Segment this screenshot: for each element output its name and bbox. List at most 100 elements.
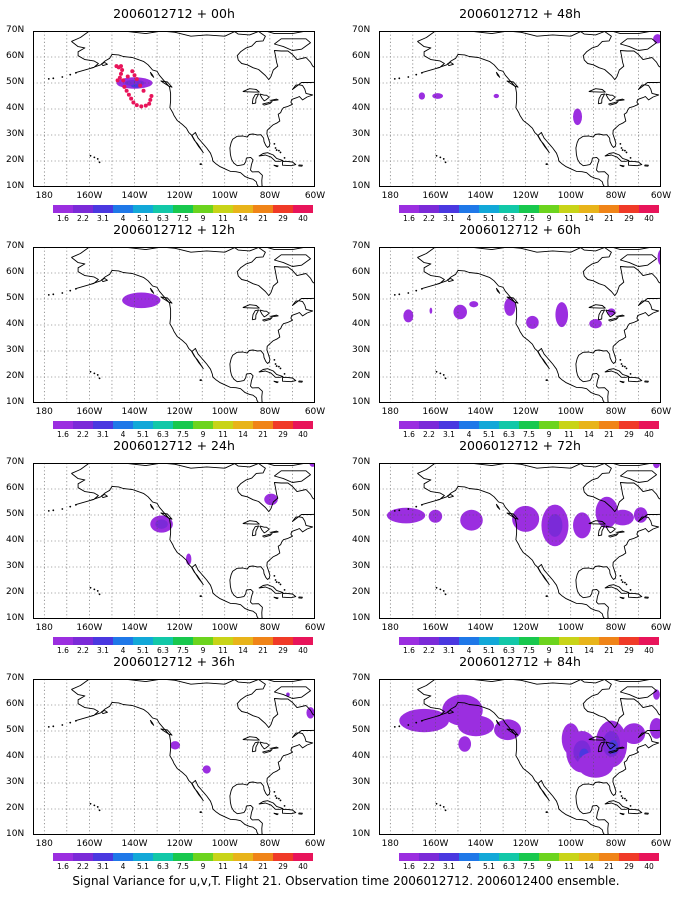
colorbar-swatch — [193, 421, 214, 429]
lon-tick-label: 160W — [422, 191, 449, 201]
map-frame — [379, 247, 661, 403]
colorbar-swatch — [233, 205, 254, 213]
small-islands — [47, 287, 286, 382]
colorbar-label: 9 — [546, 214, 552, 223]
lat-tick-label: 20N — [6, 371, 25, 381]
colorbar-label: 4 — [120, 214, 126, 223]
colorbar-swatch — [133, 853, 154, 861]
colorbar-swatch — [213, 421, 234, 429]
variance-region — [432, 93, 444, 99]
colorbar-swatch — [439, 205, 460, 213]
colorbar-swatch — [519, 853, 540, 861]
lat-tick-label: 20N — [6, 587, 25, 597]
colorbar-label: 7.5 — [177, 862, 189, 871]
colorbar-swatch — [519, 421, 540, 429]
colorbar-swatch — [439, 637, 460, 645]
colorbar-swatch — [93, 421, 114, 429]
lon-tick-label: 80W — [259, 623, 281, 633]
variance-region — [428, 509, 443, 523]
colorbar-swatch — [173, 853, 194, 861]
lat-tick-label: 50N — [352, 77, 371, 87]
colorbar-swatch — [579, 421, 600, 429]
colorbar-label: 7.5 — [523, 862, 535, 871]
colorbar-label: 11 — [218, 862, 228, 871]
lon-tick-label: 120W — [512, 839, 539, 849]
colorbar-swatch — [193, 853, 214, 861]
map-plot — [379, 463, 661, 619]
variance-region — [418, 92, 426, 100]
colorbar-swatch — [253, 637, 274, 645]
colorbar-swatch — [499, 421, 520, 429]
colorbar-swatch — [459, 205, 480, 213]
lon-tick-label: 80W — [259, 839, 281, 849]
colorbar-label: 4 — [466, 214, 472, 223]
variance-region — [555, 302, 569, 328]
colorbar-label: 2.2 — [423, 646, 435, 655]
colorbar-label: 2.2 — [77, 214, 89, 223]
lat-tick-label: 70N — [352, 457, 371, 467]
flight-track-point — [118, 64, 123, 69]
colorbar-label: 29 — [624, 646, 634, 655]
colorbar-swatch — [273, 421, 294, 429]
colorbar-label: 40 — [298, 862, 308, 871]
colorbar-swatch — [153, 421, 174, 429]
lon-tick-label: 160W — [422, 407, 449, 417]
colorbar-swatch — [639, 421, 659, 429]
lon-tick-label: 180 — [35, 191, 53, 201]
variance-region — [504, 297, 516, 316]
lon-tick-label: 120W — [166, 839, 193, 849]
map-frame — [379, 679, 661, 835]
colorbar-swatch — [559, 205, 580, 213]
lat-tick-label: 10N — [352, 181, 371, 191]
variance-region — [185, 553, 192, 565]
colorbar-label: 5.1 — [137, 862, 149, 871]
lon-tick-label: 80W — [605, 407, 627, 417]
colorbar-label: 7.5 — [523, 646, 535, 655]
colorbar-swatch — [599, 637, 620, 645]
colorbar-label: 21 — [258, 862, 268, 871]
colorbar-swatch — [133, 637, 154, 645]
colorbar-swatch — [399, 853, 420, 861]
colorbar-swatch — [93, 205, 114, 213]
colorbar-swatch — [439, 853, 460, 861]
lat-tick-label: 40N — [352, 535, 371, 545]
colorbar-label: 2.2 — [423, 214, 435, 223]
lat-tick-label: 70N — [6, 241, 25, 251]
lat-tick-label: 20N — [352, 371, 371, 381]
lat-tick-label: 30N — [352, 129, 371, 139]
map-plot — [33, 463, 315, 619]
map-frame — [33, 31, 315, 187]
lon-tick-label: 180 — [35, 407, 53, 417]
colorbar-swatch — [599, 205, 620, 213]
colorbar-label: 5.1 — [137, 646, 149, 655]
colorbar-label: 7.5 — [523, 430, 535, 439]
colorbar-label: 29 — [624, 862, 634, 871]
graticule — [379, 31, 661, 187]
variance-region — [386, 507, 426, 524]
lon-tick-label: 100W — [211, 839, 238, 849]
variance-region — [649, 718, 661, 739]
colorbar-label: 4 — [466, 862, 472, 871]
panel-title: 2006012712 + 00h — [113, 6, 235, 21]
flight-track-point — [148, 97, 153, 102]
colorbar-swatch — [273, 637, 294, 645]
lat-tick-label: 70N — [352, 25, 371, 35]
lon-tick-label: 80W — [605, 623, 627, 633]
colorbar-swatch — [293, 421, 313, 429]
colorbar-label: 40 — [644, 862, 654, 871]
lat-tick-label: 50N — [6, 77, 25, 87]
graticule — [33, 463, 315, 619]
colorbar-label: 2.2 — [77, 862, 89, 871]
colorbar-label: 1.6 — [57, 214, 69, 223]
lon-tick-label: 60W — [304, 839, 326, 849]
lat-tick-label: 60N — [6, 267, 25, 277]
colorbar-swatch — [559, 853, 580, 861]
colorbar-swatch — [93, 853, 114, 861]
colorbar-label: 5.1 — [483, 430, 495, 439]
colorbar-label: 11 — [564, 646, 574, 655]
lat-tick-label: 70N — [6, 457, 25, 467]
lat-tick-label: 40N — [6, 751, 25, 761]
colorbar-swatch — [579, 637, 600, 645]
colorbar-swatch — [233, 853, 254, 861]
lon-tick-label: 60W — [304, 623, 326, 633]
